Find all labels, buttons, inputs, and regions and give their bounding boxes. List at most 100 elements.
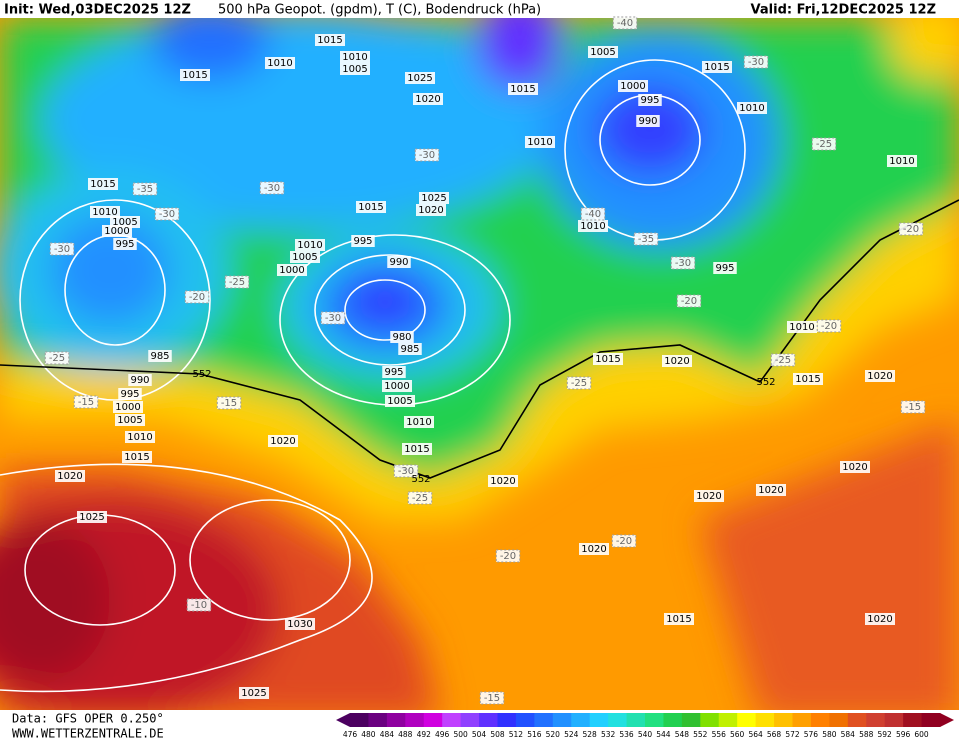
legend-swatch — [774, 713, 793, 727]
temperature-label: -25 — [775, 355, 791, 366]
isobar-label-box — [382, 366, 406, 378]
isobar-label: 1000 — [384, 381, 409, 392]
legend-swatch — [386, 713, 406, 727]
temperature-label-box — [495, 549, 521, 563]
legend-swatch — [571, 713, 591, 727]
temperature-label: -40 — [585, 209, 601, 220]
isobar-label-box — [113, 401, 143, 413]
isobar-label: 1030 — [287, 619, 312, 630]
legend-swatch — [663, 713, 683, 727]
legend-swatch — [792, 713, 812, 727]
temperature-label-box — [566, 376, 592, 390]
isobar-label-box — [125, 431, 155, 443]
legend-level: 556 — [712, 730, 727, 739]
isobar-label: 1010 — [580, 221, 605, 232]
isobar-label: 1000 — [115, 402, 140, 413]
legend-swatch — [515, 713, 535, 727]
legend-swatch — [810, 713, 830, 727]
isobar-label: 1015 — [510, 84, 535, 95]
legend-level: 488 — [398, 730, 413, 739]
isobar-label: 1015 — [90, 179, 115, 190]
isobar-label: 1020 — [664, 356, 689, 367]
temperature-label-box — [816, 319, 842, 333]
legend-level: 516 — [527, 730, 542, 739]
legend-level: 592 — [878, 730, 893, 739]
temperature-label-box — [154, 207, 180, 221]
isobar-label: 1015 — [795, 374, 820, 385]
isobar-label: 1020 — [418, 205, 443, 216]
isobar-label-box — [419, 192, 449, 204]
isobar-label-box — [356, 201, 386, 213]
isobar-label-box — [593, 353, 623, 365]
legend-level: 528 — [583, 730, 598, 739]
isobar-label-box — [382, 380, 412, 392]
legend-level: 496 — [435, 730, 450, 739]
website: WWW.WETTERZENTRALE.DE — [12, 727, 164, 741]
isobar-label-box — [290, 251, 320, 263]
temperature-label-box — [393, 464, 419, 478]
legend-swatch — [737, 713, 757, 727]
temperature-label-box — [670, 256, 696, 270]
temperature-label: -30 — [419, 150, 435, 161]
isobar-label: 1015 — [704, 62, 729, 73]
isobar-label: 1020 — [270, 436, 295, 447]
isobar-label-box — [285, 618, 315, 630]
isobar-label-box — [277, 264, 307, 276]
isobar-label: 1020 — [415, 94, 440, 105]
isobar-label: 1025 — [79, 512, 104, 523]
isobar-label-box — [268, 435, 298, 447]
temperature-label: -25 — [229, 277, 245, 288]
legend-level: 596 — [896, 730, 911, 739]
legend-swatch — [423, 713, 443, 727]
isobar-label-box — [148, 350, 172, 362]
isobar-label-box — [865, 613, 895, 625]
isobar-label-box — [340, 51, 370, 63]
isobar-label-box — [295, 239, 325, 251]
isobar-label: 1000 — [620, 81, 645, 92]
legend-level: 500 — [453, 730, 468, 739]
legend-level: 572 — [785, 730, 800, 739]
temperature-label-box — [743, 55, 769, 69]
isobar-label-box — [405, 72, 435, 84]
legend-swatch — [645, 713, 664, 727]
isobar-label: 990 — [389, 257, 408, 268]
isobar-label: 995 — [715, 263, 734, 274]
isobar-label: 995 — [640, 95, 659, 106]
geopotential-552-line — [0, 199, 959, 479]
legend-swatch — [884, 713, 904, 727]
temperature-label: -10 — [191, 600, 207, 611]
temperature-label: -20 — [189, 292, 205, 303]
temperature-label: -30 — [54, 244, 70, 255]
isobar-label: 985 — [150, 351, 169, 362]
temperature-label: -20 — [903, 224, 919, 235]
temperature-label-box — [44, 351, 70, 365]
isobar-label-box — [713, 262, 737, 274]
isobar-label: 1025 — [241, 688, 266, 699]
legend-level: 492 — [417, 730, 432, 739]
legend-swatch — [847, 713, 867, 727]
isobar-label: 990 — [130, 375, 149, 386]
legend-level: 560 — [730, 730, 745, 739]
temperature-label: -30 — [748, 57, 764, 68]
legend-level: 524 — [564, 730, 579, 739]
legend-swatch — [534, 713, 554, 727]
isobar-label-box — [351, 235, 375, 247]
temperature-label-box — [259, 181, 285, 195]
legend-swatch — [903, 713, 923, 727]
legend-level: 484 — [380, 730, 395, 739]
isobar-label-box — [840, 461, 870, 473]
legend-level: 520 — [546, 730, 561, 739]
legend-level: 576 — [804, 730, 819, 739]
isobar-label-box — [404, 416, 434, 428]
legend-level: 508 — [490, 730, 505, 739]
isobar-label-box — [390, 331, 414, 343]
isobar-label-box — [618, 80, 648, 92]
temperature-label: -30 — [675, 258, 691, 269]
map-title: 500 hPa Geopot. (gpdm), T (C), Bodendruc… — [218, 3, 541, 18]
legend-level: 600 — [914, 730, 929, 739]
temperature-label-box — [676, 294, 702, 308]
legend-swatch — [681, 713, 701, 727]
temperature-label-box — [184, 290, 210, 304]
